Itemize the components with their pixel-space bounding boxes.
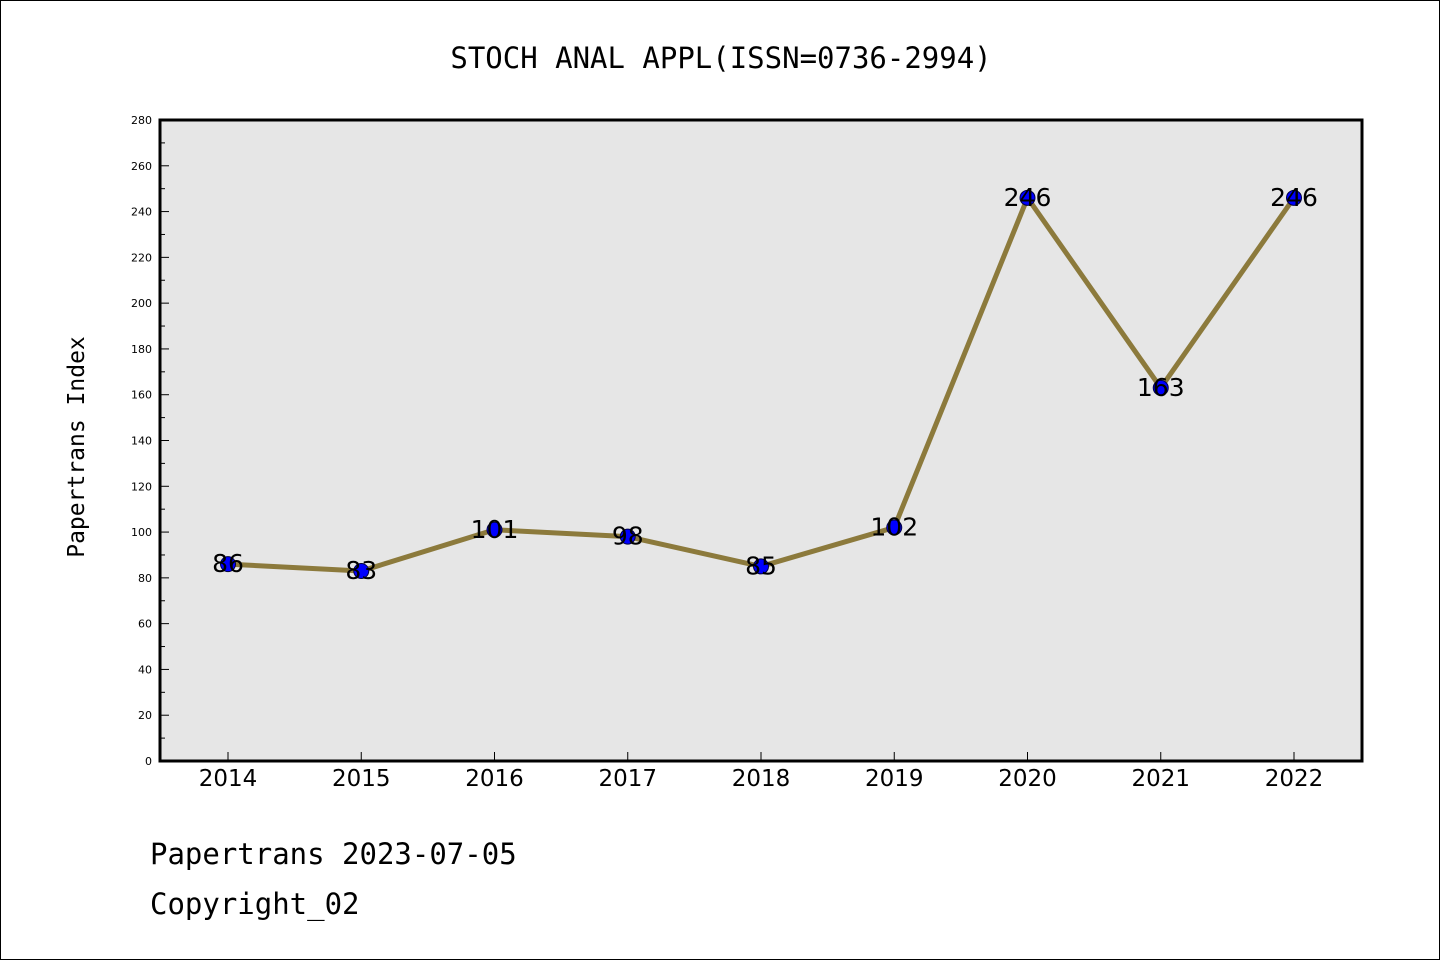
y-tick-label: 100 [131, 526, 152, 539]
data-label: 246 [1004, 183, 1052, 212]
plot-area [158, 118, 1364, 763]
data-label: 98 [612, 522, 644, 551]
y-tick-label: 280 [131, 114, 152, 127]
x-tick-label: 2014 [199, 766, 258, 792]
y-tick-label: 240 [131, 206, 152, 219]
y-tick-label: 0 [145, 755, 152, 768]
footer-copyright-text: Copyright_02 [150, 887, 360, 921]
y-tick-label: 60 [138, 618, 152, 631]
y-tick-label: 160 [131, 389, 152, 402]
data-point-marker [486, 521, 503, 538]
chart-title: STOCH ANAL APPL(ISSN=0736-2994) [450, 41, 991, 75]
data-label: 101 [471, 515, 519, 544]
data-label: 163 [1137, 373, 1185, 402]
footer-date-text: Papertrans 2023-07-05 [150, 837, 517, 871]
y-tick-label: 20 [138, 709, 152, 722]
y-tick-label: 260 [131, 160, 152, 173]
y-axis-ticks: 0 20 40 60 80 100 120 140 160 180 200 220 240 260 280 [131, 114, 169, 768]
data-point-marker [619, 528, 636, 545]
x-tick-label: 2020 [998, 766, 1057, 792]
x-axis-ticks: 2014 2015 2016 2017 2018 2019 2020 2021 2022 [199, 752, 1324, 792]
data-point-marker [886, 519, 903, 536]
x-tick-label: 2021 [1131, 766, 1190, 792]
data-point-marker [753, 558, 769, 575]
y-tick-label: 200 [131, 297, 152, 310]
y-tick-label: 120 [131, 480, 152, 493]
y-tick-label: 140 [131, 435, 152, 448]
data-point-marker [1286, 189, 1302, 206]
data-point-marker [1152, 379, 1169, 396]
y-tick-label: 40 [138, 663, 152, 676]
x-tick-label: 2018 [732, 766, 791, 792]
y-axis-label: Papertrans Index [64, 336, 90, 558]
y-tick-label: 180 [131, 343, 152, 356]
data-label: 83 [345, 556, 377, 585]
x-tick-label: 2015 [332, 766, 391, 792]
data-point-marker [1019, 189, 1036, 206]
data-label: 86 [212, 549, 244, 578]
data-label: 85 [745, 551, 777, 580]
x-tick-label: 2016 [465, 766, 524, 792]
x-tick-label: 2017 [598, 766, 657, 792]
data-point-marker [220, 556, 236, 573]
data-label: 102 [870, 512, 918, 541]
data-labels-layer: 86 83 101 98 85 102 246 163 246 [212, 183, 1318, 585]
y-tick-label: 80 [138, 572, 152, 585]
x-tick-label: 2019 [865, 766, 924, 792]
markers-layer [220, 189, 1302, 579]
data-point-marker [353, 562, 370, 579]
x-tick-label: 2022 [1265, 766, 1324, 792]
y-tick-label: 220 [131, 251, 152, 264]
data-label: 246 [1270, 183, 1318, 212]
